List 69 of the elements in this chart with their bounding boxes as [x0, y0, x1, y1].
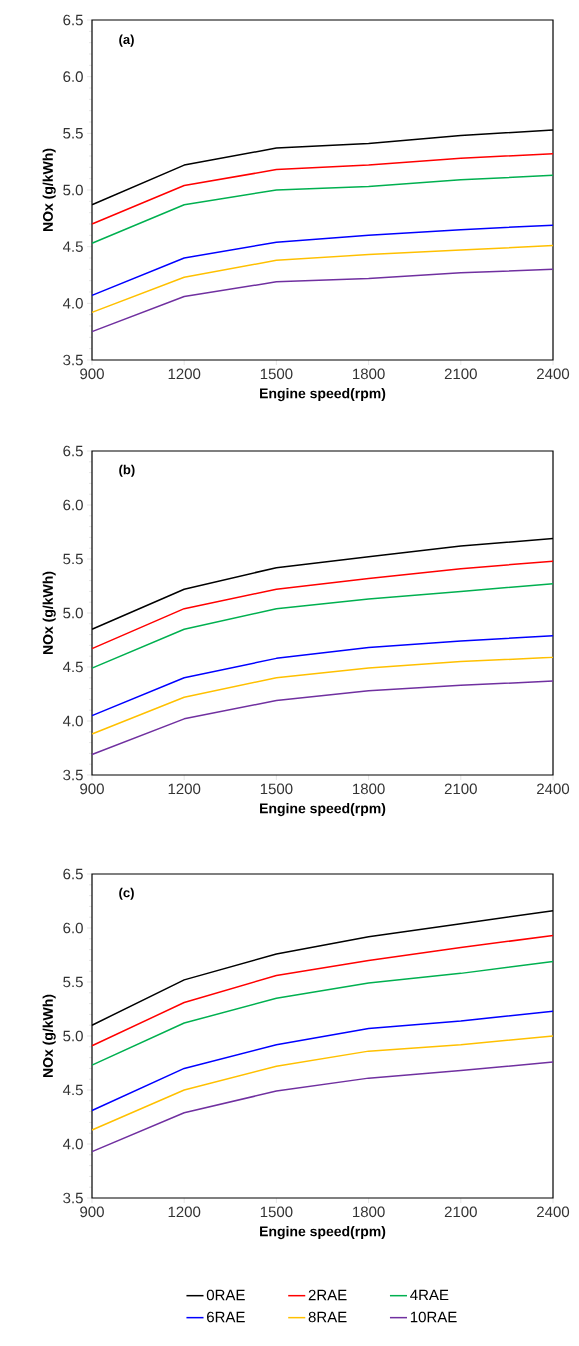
text: (c) [119, 887, 134, 900]
y-tick-label: 3.5 [63, 354, 83, 366]
line-series [92, 634, 553, 717]
x-axis-title: Engine speed(rpm) [260, 388, 386, 402]
legend-label: 8RAE [308, 1311, 347, 1323]
y-tick-label: 6.0 [63, 71, 83, 82]
x-tick-label: 2400 [537, 368, 570, 380]
x-axis-title: Engine speed(rpm) [260, 803, 386, 817]
x-tick-label: 1500 [260, 368, 293, 380]
line-series [92, 174, 553, 245]
y-axis-title: NOx (g/kWh) [42, 148, 56, 232]
x-tick-label: 2100 [444, 783, 477, 795]
line-series [92, 934, 553, 1047]
y-tick-label: 5.0 [63, 607, 83, 619]
line-series [92, 1010, 553, 1112]
x-tick-label: 1800 [353, 783, 385, 795]
x-tick-label: 1200 [168, 368, 201, 380]
x-tick-label: 1500 [260, 1206, 293, 1218]
x-tick-label: 1800 [353, 368, 385, 380]
y-tick-label: 5.0 [63, 1030, 83, 1042]
x-tick-label: 2400 [537, 1206, 570, 1218]
y-tick-label: 5.0 [63, 184, 83, 196]
y-tick-label: 6.0 [63, 499, 83, 511]
text: (a) [119, 34, 134, 47]
x-axis-title: Engine speed(rpm) [260, 1226, 386, 1240]
y-tick-label: 3.5 [63, 769, 83, 781]
line-series [92, 152, 553, 225]
y-tick-label: 6.5 [63, 14, 83, 26]
y-tick-label: 4.0 [62, 715, 83, 727]
x-tick-label: 1200 [168, 783, 201, 795]
y-tick-label: 4.5 [62, 241, 83, 252]
x-tick-label: 1800 [353, 1206, 385, 1218]
legend-label: 2RAE [308, 1289, 347, 1301]
line-series [92, 680, 553, 756]
x-tick-label: 1500 [260, 783, 293, 795]
y-tick-label: 4.0 [62, 1138, 83, 1150]
x-tick-label: 900 [80, 368, 104, 380]
legend-label: 4RAE [410, 1289, 449, 1301]
line-series [92, 1035, 553, 1131]
line-series [92, 224, 553, 297]
y-tick-label: 6.5 [63, 445, 83, 457]
x-tick-label: 1200 [168, 1206, 201, 1218]
legend-label: 10RAE [410, 1311, 457, 1323]
y-tick-label: 6.0 [63, 922, 83, 934]
y-tick-label: 5.5 [63, 976, 83, 988]
text: (b) [119, 464, 135, 477]
y-axis-title: NOx (g/kWh) [42, 571, 56, 655]
line-series [92, 560, 553, 650]
line-series [92, 960, 553, 1066]
legend-label: 6RAE [207, 1311, 245, 1323]
x-tick-label: 2400 [537, 783, 570, 795]
y-tick-label: 4.0 [62, 298, 83, 309]
line-series [92, 583, 553, 669]
y-tick-label: 3.5 [63, 1192, 83, 1204]
y-tick-label: 5.5 [63, 553, 83, 565]
y-tick-label: 6.5 [63, 868, 83, 880]
y-tick-label: 5.5 [63, 128, 83, 139]
x-tick-label: 2100 [444, 368, 477, 380]
y-tick-label: 4.5 [62, 661, 83, 673]
x-tick-label: 900 [80, 783, 104, 795]
line-series [92, 1061, 553, 1153]
legend-label: 0RAE [206, 1289, 245, 1301]
x-tick-label: 2100 [444, 1206, 477, 1218]
line-series [92, 244, 553, 314]
y-tick-label: 4.5 [62, 1084, 83, 1096]
line-series [92, 268, 553, 333]
x-tick-label: 900 [80, 1206, 104, 1218]
line-series [92, 656, 553, 735]
y-axis-title: NOx (g/kWh) [42, 994, 56, 1078]
